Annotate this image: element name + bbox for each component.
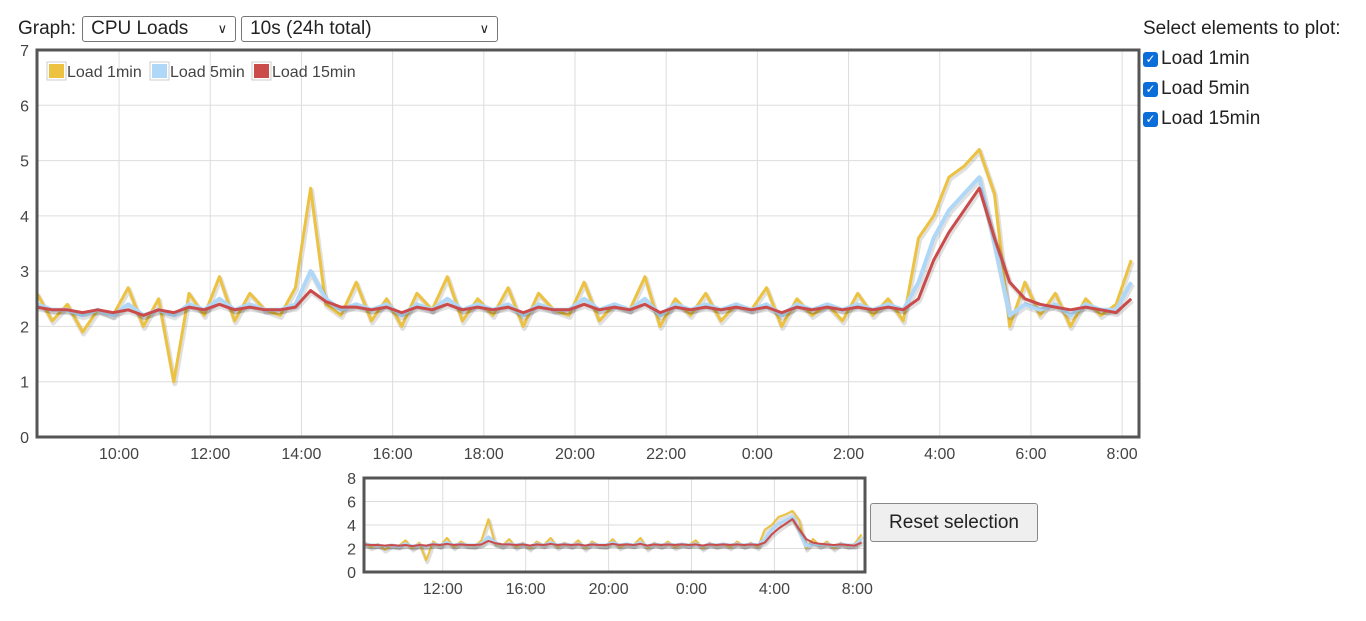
checkbox-label: Load 1min: [1161, 48, 1250, 69]
main-xtick-label: 22:00: [646, 446, 686, 463]
overview-xtick-label: 4:00: [759, 581, 790, 598]
legend-label-load-1min: Load 1min: [67, 64, 142, 81]
main[interactable]: 0 1 2 3 4 5 6 7 10:00 12:00 14:00 16:00 18:00 20:00 22…: [20, 43, 1141, 463]
checkbox-label: Load 5min: [1161, 78, 1250, 99]
checkbox-checked-icon[interactable]: ✓: [1143, 51, 1158, 67]
main-xtick-label: 0:00: [742, 446, 773, 463]
checkbox-checked-icon[interactable]: ✓: [1143, 111, 1158, 127]
main-ytick-label: 6: [20, 98, 29, 115]
main-series-shadow: [37, 187, 1134, 320]
legend: Load 1min Load 5min Load 15min: [46, 61, 356, 81]
overview-series-load-5min: [363, 515, 863, 548]
overview-ytick-label: 8: [347, 471, 356, 488]
main-ytick-label: 5: [20, 154, 29, 171]
overview-xtick-label: 16:00: [506, 581, 546, 598]
overview-ytick-label: 6: [347, 495, 356, 512]
overview-ytick-label: 0: [347, 565, 356, 582]
overview-ytick-label: 2: [347, 542, 356, 559]
checkbox-load-1min[interactable]: ✓ Load 1min: [1143, 48, 1341, 70]
checkbox-label: Load 15min: [1161, 108, 1261, 129]
chevron-down-icon: ∨: [217, 21, 228, 36]
main-series-load-5min: [36, 175, 1133, 318]
main-ytick-label: 3: [20, 264, 29, 281]
main-ytick-label: 4: [20, 209, 29, 226]
checkbox-load-15min[interactable]: ✓ Load 15min: [1143, 108, 1341, 130]
main-ytick-label: 0: [20, 430, 29, 447]
series-selector-title: Select elements to plot:: [1143, 18, 1341, 39]
graph-label: Graph:: [18, 18, 77, 39]
reset-selection-button[interactable]: Reset selection: [870, 503, 1038, 542]
overview-xtick-label: 20:00: [589, 581, 629, 598]
series-selector: Select elements to plot: ✓ Load 1min ✓ Loa…: [1143, 18, 1341, 130]
main-xtick-label: 16:00: [373, 446, 413, 463]
main-plot-border: [35, 48, 1141, 439]
main-series-shadow: [36, 176, 1135, 321]
main-xtick-label: 14:00: [281, 446, 321, 463]
overview-plot-border: [362, 476, 867, 574]
main-xtick-label: 20:00: [555, 446, 595, 463]
legend-label-load-5min: Load 5min: [170, 64, 245, 81]
checkbox-load-5min[interactable]: ✓ Load 5min: [1143, 78, 1341, 100]
overview-xtick-label: 0:00: [676, 581, 707, 598]
main-ytick-label: 2: [20, 319, 29, 336]
main-xtick-label: 6:00: [1015, 446, 1046, 463]
main-series-shadow: [35, 149, 1135, 387]
chevron-down-icon: ∨: [479, 21, 490, 36]
graph-select-value: CPU Loads: [91, 18, 189, 39]
overview-ytick-label: 4: [347, 518, 356, 535]
overview-xtick-label: 12:00: [423, 581, 463, 598]
main-xtick-label: 12:00: [190, 446, 230, 463]
interval-select[interactable]: 10s (24h total) ∨: [241, 16, 499, 42]
main-xtick-label: 8:00: [1107, 446, 1138, 463]
main-series-load-15min: [36, 186, 1133, 317]
checkbox-checked-icon[interactable]: ✓: [1143, 81, 1158, 97]
overview-series-shadow: [364, 519, 864, 551]
main-xtick-label: 18:00: [464, 446, 504, 463]
main-xtick-label: 2:00: [833, 446, 864, 463]
overview-xtick-label: 8:00: [842, 581, 873, 598]
legend-label-load-15min: Load 15min: [272, 64, 356, 81]
graph-controls: Graph: CPU Loads ∨ 10s (24h total) ∨: [18, 16, 499, 42]
main-ytick-label: 7: [20, 43, 29, 60]
overview-series-load-1min: [363, 509, 863, 562]
overview[interactable]: 0 2 4 6 8 12:00 16:00 20:00 0:00 4:00 8:00: [347, 471, 873, 598]
main-xtick-label: 4:00: [924, 446, 955, 463]
main-series-load-1min: [35, 148, 1133, 384]
main-xtick-label: 10:00: [99, 446, 139, 463]
graph-select[interactable]: CPU Loads ∨: [82, 16, 237, 42]
main-ytick-label: 1: [20, 375, 29, 392]
interval-select-value: 10s (24h total): [250, 18, 372, 39]
overview-series-load-15min: [363, 518, 862, 548]
